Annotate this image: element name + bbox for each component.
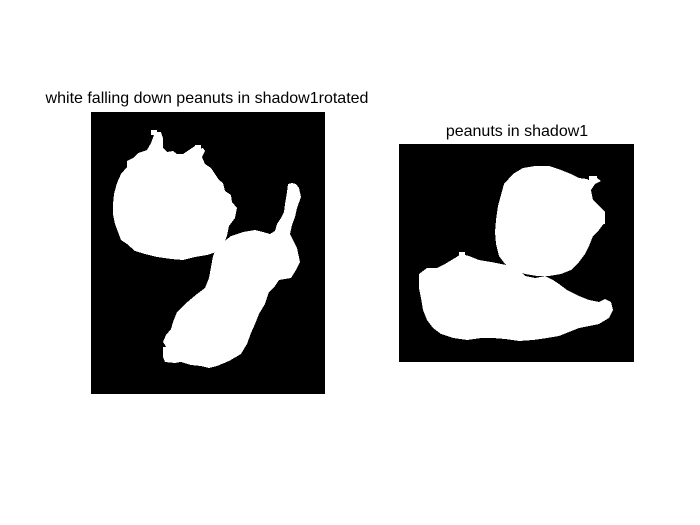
right-silhouette-image (399, 144, 634, 362)
left-peanuts-silhouette (113, 130, 301, 368)
right-figure-title: peanuts in shadow1 (445, 123, 589, 140)
right-peanuts-silhouette (419, 166, 613, 341)
left-silhouette-image (91, 112, 325, 394)
left-figure-title: white falling down peanuts in shadow1rot… (45, 90, 369, 107)
